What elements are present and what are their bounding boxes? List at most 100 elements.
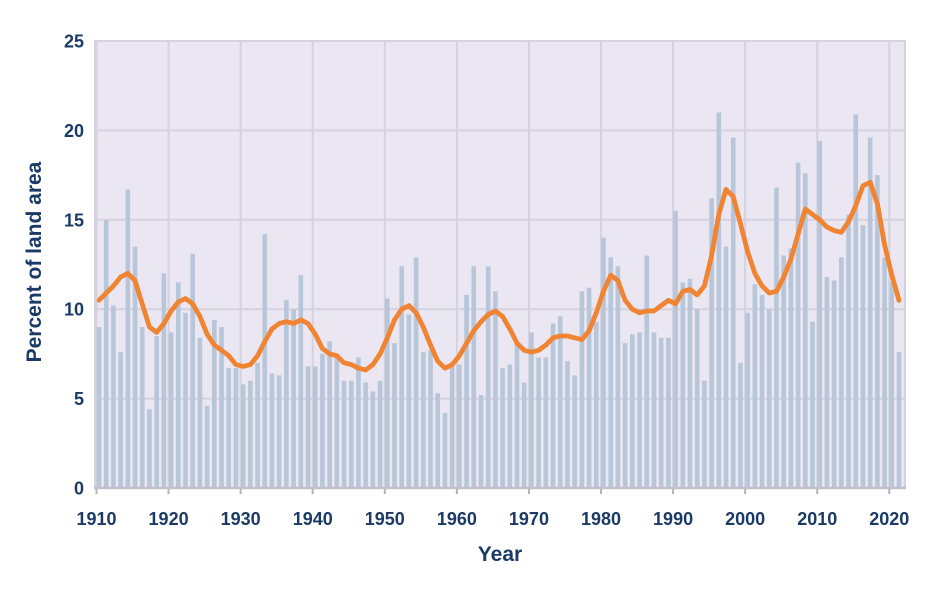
- bar-1930: [240, 384, 246, 488]
- bar-2008: [803, 173, 808, 488]
- x-tick-label-1920: 1920: [149, 509, 189, 529]
- y-tick-label-0: 0: [74, 479, 84, 499]
- bar-1933: [262, 234, 268, 488]
- x-tick-label-1990: 1990: [653, 509, 693, 529]
- bar-1993: [694, 309, 700, 488]
- bar-1922: [183, 312, 188, 488]
- y-tick-label-15: 15: [64, 210, 84, 230]
- bar-1955: [421, 352, 426, 488]
- bar-1941: [320, 353, 325, 488]
- bar-1924: [197, 337, 203, 488]
- bar-1990: [673, 210, 678, 489]
- y-tick-label-5: 5: [74, 389, 84, 409]
- bar-1986: [644, 255, 650, 488]
- bar-1982: [615, 266, 621, 488]
- bar-2017: [867, 137, 873, 489]
- bar-1963: [478, 395, 484, 488]
- x-tick-label-2020: 2020: [869, 509, 909, 529]
- bar-1961: [464, 294, 469, 488]
- bar-1999: [738, 362, 743, 488]
- bar-1950: [384, 298, 390, 488]
- x-tick-label-1910: 1910: [76, 509, 116, 529]
- bar-2012: [831, 280, 837, 488]
- bar-2003: [766, 309, 772, 488]
- bar-1920: [168, 332, 174, 488]
- bar-1939: [305, 366, 311, 488]
- bar-1915: [132, 246, 138, 488]
- bar-1996: [716, 112, 722, 489]
- bar-1916: [139, 327, 145, 488]
- bar-2006: [788, 248, 794, 488]
- bar-1979: [594, 321, 599, 488]
- bar-1928: [226, 368, 232, 488]
- bar-1983: [622, 343, 628, 488]
- x-tick-label-1970: 1970: [509, 509, 549, 529]
- bar-1977: [579, 291, 585, 488]
- bar-1912: [111, 305, 116, 488]
- bar-2018: [875, 175, 880, 488]
- bar-1945: [348, 380, 354, 488]
- bar-1964: [485, 266, 491, 488]
- bar-1935: [276, 375, 282, 488]
- x-tick-label-1940: 1940: [293, 509, 333, 529]
- bar-2004: [774, 187, 779, 488]
- bar-1934: [269, 373, 275, 488]
- bar-1919: [161, 273, 167, 488]
- bar-1948: [370, 391, 376, 488]
- bar-1976: [572, 375, 577, 488]
- bar-1969: [521, 382, 527, 488]
- bar-1958: [442, 412, 448, 488]
- bar-1937: [291, 309, 296, 488]
- bar-1965: [493, 291, 498, 488]
- bar-2021: [896, 352, 902, 488]
- bar-1926: [212, 319, 217, 488]
- bar-2000: [745, 312, 750, 488]
- bar-1923: [190, 253, 195, 488]
- bar-1988: [658, 337, 664, 488]
- bar-2007: [795, 162, 801, 488]
- bar-1970: [529, 332, 534, 488]
- bar-1927: [219, 327, 224, 488]
- bar-1997: [723, 246, 729, 488]
- bar-1968: [514, 343, 520, 488]
- bar-1981: [608, 257, 614, 488]
- bar-1989: [666, 337, 671, 488]
- bar-2009: [810, 321, 815, 488]
- bar-2011: [824, 277, 830, 488]
- y-tick-label-10: 10: [64, 300, 84, 320]
- y-tick-label-25: 25: [64, 32, 84, 52]
- bar-1932: [255, 362, 260, 488]
- bar-1962: [471, 266, 477, 488]
- bar-1942: [327, 341, 332, 488]
- bar-2015: [853, 114, 859, 488]
- bar-1946: [356, 357, 361, 488]
- bar-2005: [781, 255, 786, 488]
- bar-1921: [175, 282, 181, 488]
- bar-2020: [889, 282, 895, 488]
- bar-1913: [118, 352, 123, 488]
- bar-1959: [449, 364, 455, 488]
- x-tick-label-2010: 2010: [797, 509, 837, 529]
- bar-1992: [687, 278, 693, 488]
- bar-1978: [586, 287, 592, 488]
- bar-1929: [233, 368, 239, 488]
- bar-1911: [103, 219, 109, 489]
- bar-1972: [543, 357, 549, 488]
- bar-1960: [457, 364, 462, 488]
- bar-1936: [284, 300, 289, 488]
- bar-2016: [860, 225, 866, 488]
- bar-1938: [298, 275, 304, 488]
- bar-1995: [709, 198, 714, 488]
- bar-1973: [550, 323, 556, 488]
- bar-2010: [817, 141, 823, 488]
- bar-1953: [406, 314, 412, 488]
- x-tick-label-1930: 1930: [221, 509, 261, 529]
- bar-1944: [341, 380, 347, 488]
- bar-2001: [752, 284, 758, 488]
- bar-1975: [565, 361, 570, 488]
- x-tick-label-1980: 1980: [581, 509, 621, 529]
- bar-1931: [248, 380, 253, 488]
- bar-1952: [399, 266, 405, 488]
